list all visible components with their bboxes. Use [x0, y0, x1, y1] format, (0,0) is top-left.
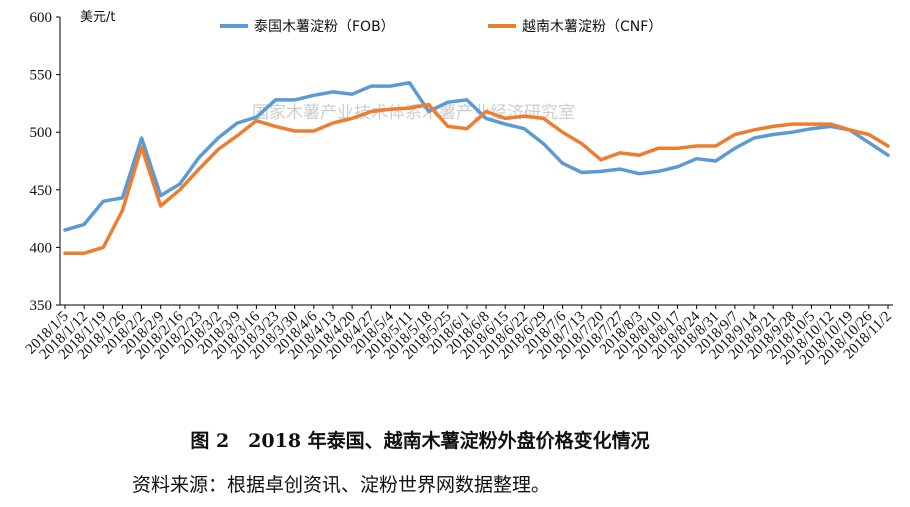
legend-label-thailand: 泰国木薯淀粉（FOB） [254, 19, 395, 35]
watermark: 国家木薯产业技术体系木薯产业经济研究室 [252, 103, 575, 123]
y-tick-label: 450 [30, 183, 53, 199]
y-tick-label: 350 [30, 298, 53, 314]
legend-label-vietnam: 越南木薯淀粉（CNF） [522, 19, 662, 35]
figure-caption: 图 2 2018 年泰国、越南木薯淀粉外盘价格变化情况 [190, 430, 650, 452]
y-tick-label: 550 [30, 68, 53, 84]
y-tick-label: 500 [30, 125, 53, 141]
series-line-thailand-fob [63, 80, 890, 232]
y-tick-label: 600 [30, 10, 53, 26]
series-line-vietnam-cnf [63, 102, 890, 255]
series-layer [63, 80, 890, 255]
y-axis-unit-label: 美元/t [80, 10, 115, 25]
x-axis-ticks: 2018/1/52018/1/122018/1/192018/1/262018/… [23, 305, 895, 368]
data-source-note: 资料来源：根据卓创资讯、淀粉世界网数据整理。 [132, 474, 551, 496]
legend: 泰国木薯淀粉（FOB） 越南木薯淀粉（CNF） [220, 19, 662, 35]
chart: 350 400 450 500 550 600 2018/1/52018/1/122018… [23, 10, 895, 368]
y-tick-label: 400 [30, 240, 53, 256]
axes [59, 17, 893, 306]
y-axis-ticks: 350 400 450 500 550 600 [30, 10, 60, 314]
